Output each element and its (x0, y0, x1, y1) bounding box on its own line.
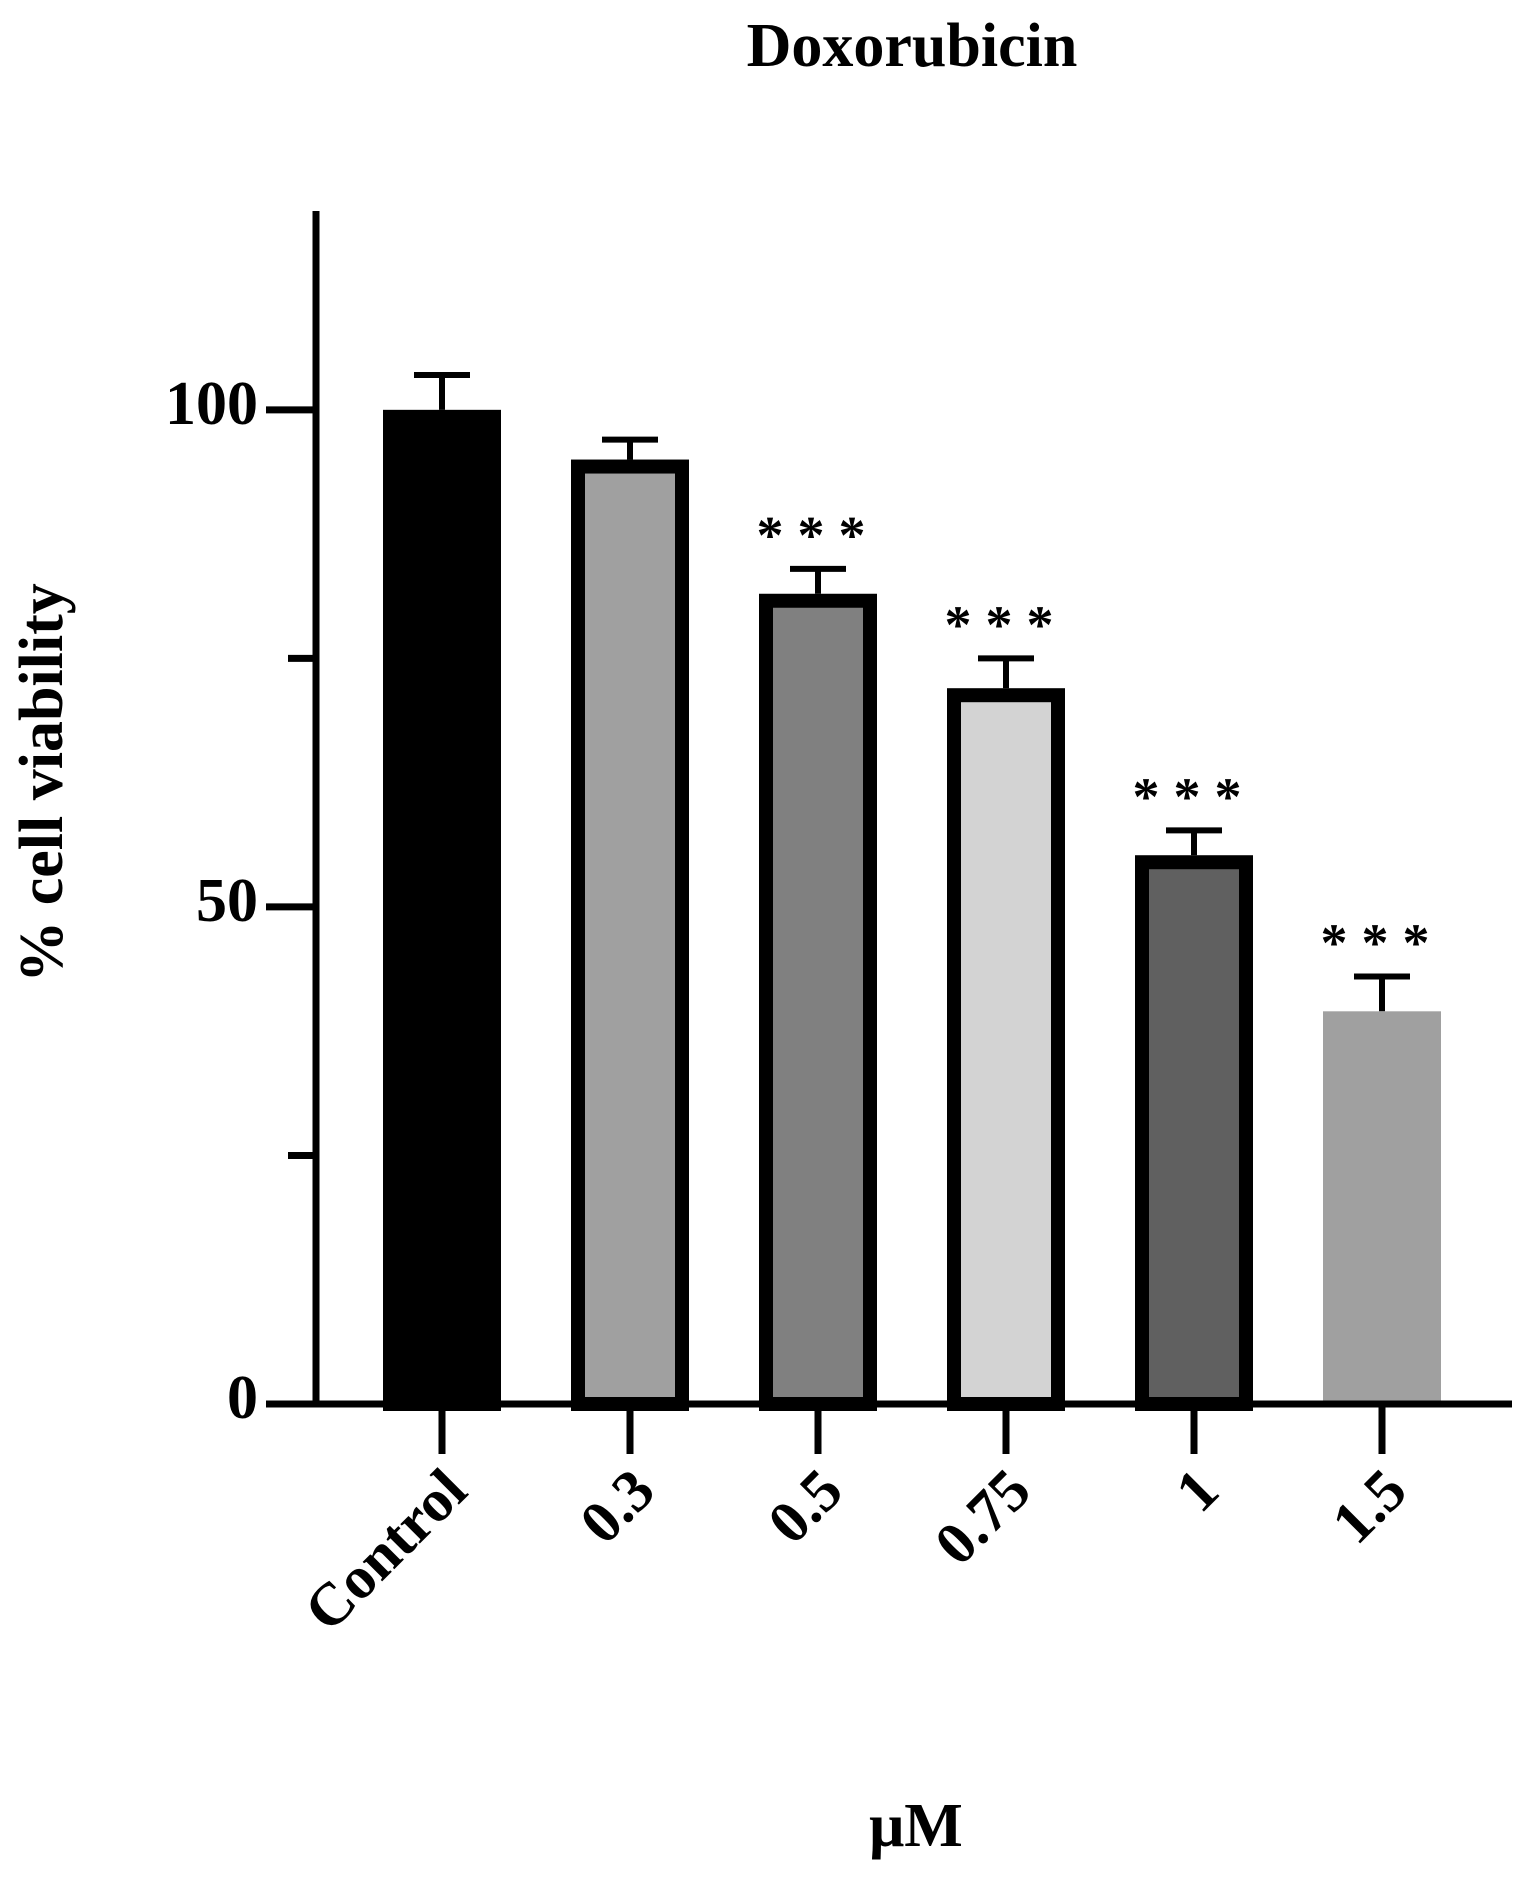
x-tick-label: 0.3 (567, 1456, 667, 1556)
x-tick-label: Control (292, 1456, 479, 1643)
significance-label: *** (757, 505, 880, 565)
y-tick-label: 100 (165, 370, 258, 438)
y-tick-label: 50 (196, 867, 258, 935)
bar (383, 409, 501, 1412)
bar (1135, 855, 1253, 1411)
bar (1323, 1011, 1441, 1404)
bar (759, 593, 877, 1411)
x-tick-label: 0.75 (922, 1456, 1043, 1577)
x-axis-label: μM (869, 1792, 963, 1860)
y-axis-label: % cell viability (8, 583, 76, 983)
significance-label: *** (1321, 913, 1444, 973)
x-tick-label: 0.5 (755, 1456, 855, 1556)
significance-label: *** (1133, 767, 1256, 827)
bar (947, 688, 1065, 1411)
x-tick-label: 1.5 (1319, 1456, 1419, 1556)
significance-label: *** (945, 595, 1068, 655)
chart-title: Doxorubicin (747, 12, 1078, 80)
x-tick-label: 1 (1163, 1456, 1231, 1524)
bar (571, 459, 689, 1411)
y-tick-label: 0 (227, 1364, 258, 1432)
